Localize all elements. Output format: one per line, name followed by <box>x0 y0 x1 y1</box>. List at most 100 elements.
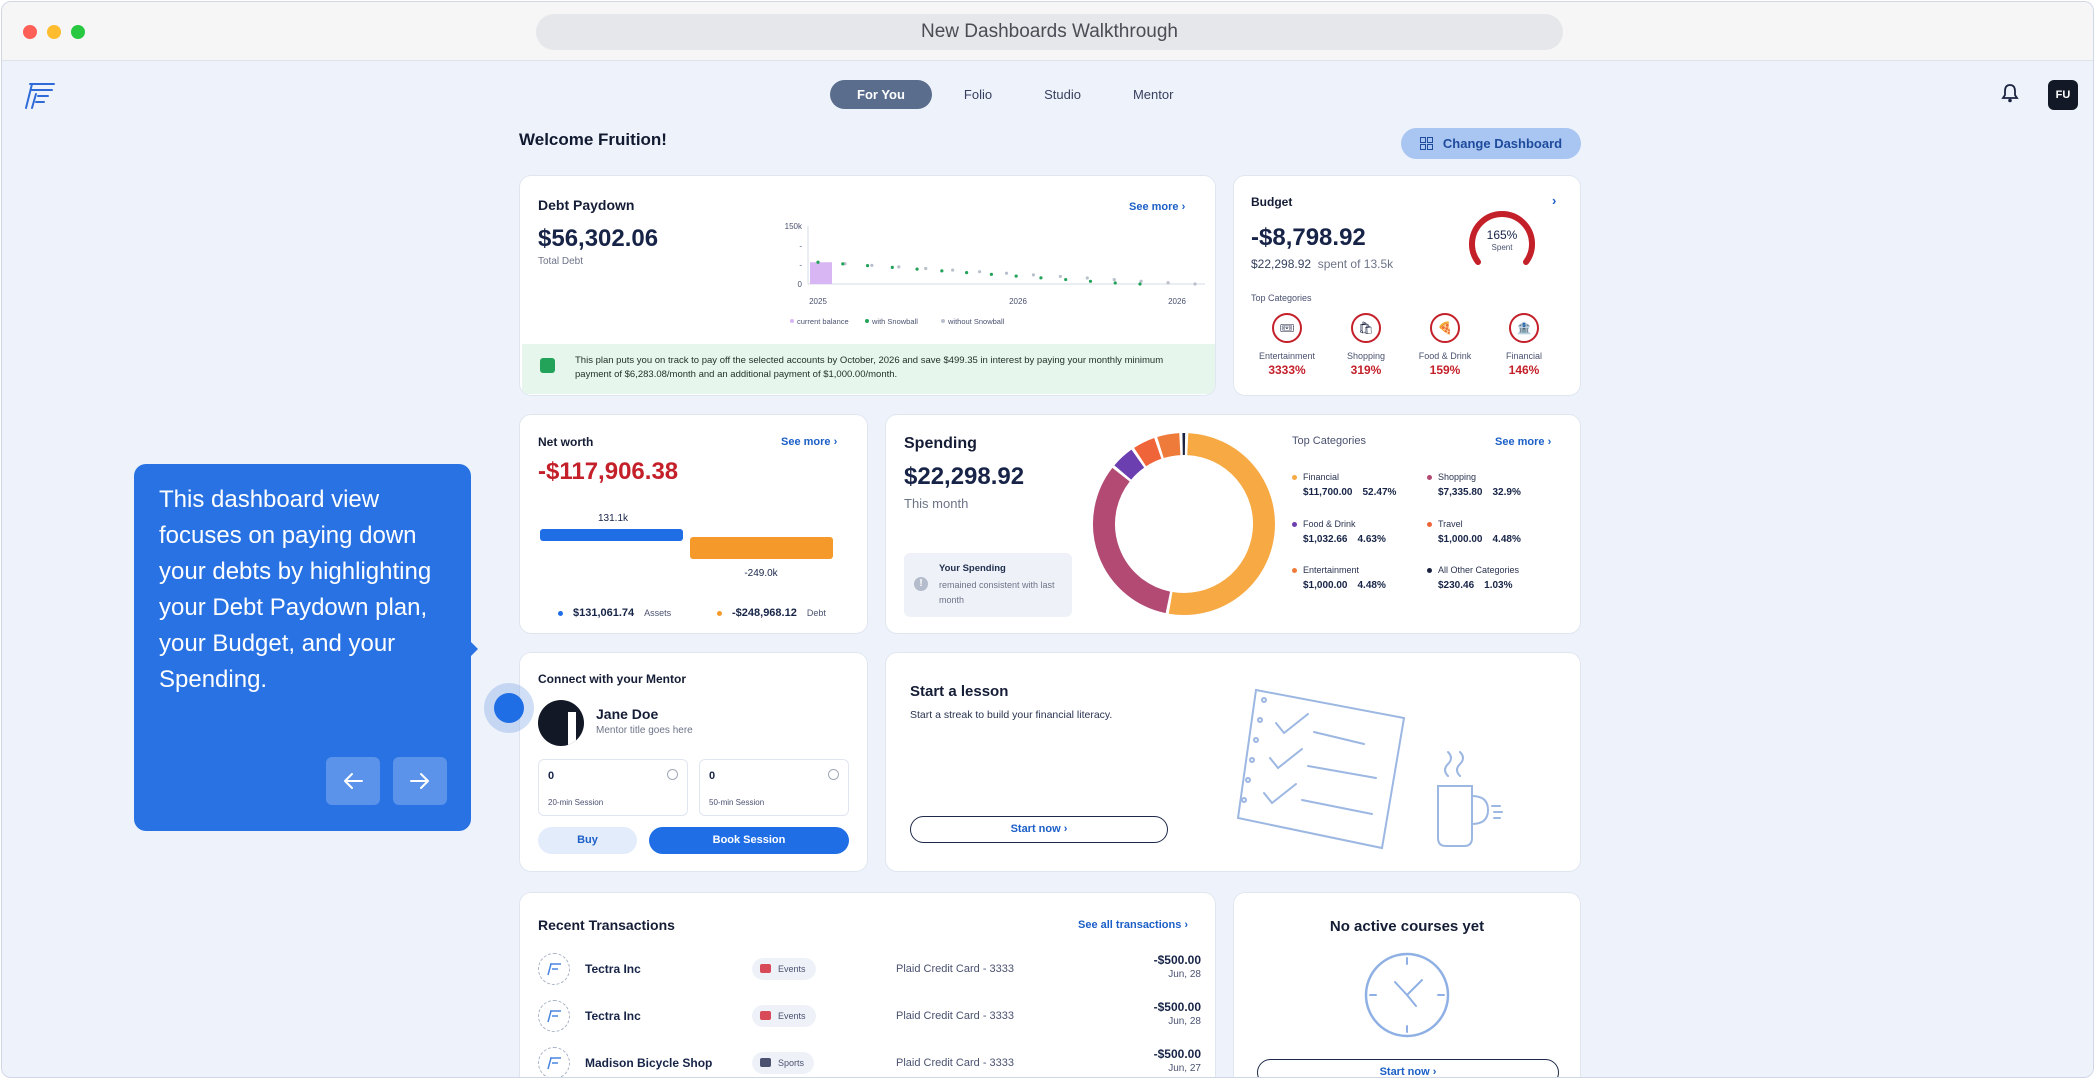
title-bar: New Dashboards Walkthrough <box>2 2 2093 61</box>
lesson-start-now-button[interactable]: Start now › <box>910 816 1168 843</box>
budget-category-financial[interactable]: 🏦 Financial 146% <box>1489 313 1559 377</box>
spending-see-more-link[interactable]: See more › <box>1495 436 1551 448</box>
courses-card: No active courses yet Start now › <box>1233 892 1581 1078</box>
change-dashboard-button[interactable]: Change Dashboard <box>1401 128 1581 159</box>
bell-icon[interactable] <box>2000 82 2020 104</box>
budget-spent: $22,298.92 spent of 13.5k <box>1251 257 1393 271</box>
session-label: 20-min Session <box>548 798 604 807</box>
assets-label: Assets <box>644 608 672 618</box>
minimize-window-button[interactable] <box>47 25 61 39</box>
chevron-right-icon[interactable]: › <box>1552 193 1557 208</box>
budget-category-food-drink[interactable]: 🍕 Food & Drink 159% <box>1410 313 1480 377</box>
category-name: Financial <box>1505 351 1543 361</box>
book-session-button[interactable]: Book Session <box>649 827 849 854</box>
fruition-logo-icon <box>547 1057 561 1070</box>
category-tag: Sports <box>752 1052 815 1074</box>
merchant-logo-icon <box>538 1000 570 1032</box>
lesson-subtitle: Start a streak to build your financial l… <box>910 709 1113 721</box>
session-50-min[interactable]: 0 50-min Session <box>699 759 849 816</box>
category-pct: 1.03% <box>1484 580 1513 591</box>
tab-mentor[interactable]: Mentor <box>1132 87 1174 102</box>
window-title: New Dashboards Walkthrough <box>536 14 1563 50</box>
tooltip-arrow <box>471 642 478 656</box>
category-pct: 4.48% <box>1357 580 1386 591</box>
wallet-icon <box>540 358 555 373</box>
courses-start-now-label: Start now <box>1379 1066 1430 1078</box>
debt-label: Debt <box>806 608 826 618</box>
debt-see-more-link[interactable]: See more › <box>1129 201 1185 213</box>
spending-category-other[interactable]: All Other Categories $230.46 1.03% <box>1427 565 1557 591</box>
series-point <box>924 266 928 271</box>
close-window-button[interactable] <box>23 25 37 39</box>
series-point <box>1014 274 1018 278</box>
category-pct: 146% <box>1508 363 1540 377</box>
tab-studio[interactable]: Studio <box>1044 87 1081 102</box>
tab-folio[interactable]: Folio <box>963 87 993 102</box>
spending-category-food-drink[interactable]: Food & Drink $1,032.66 4.63% <box>1292 519 1422 545</box>
merchant-name: Tectra Inc <box>585 1009 641 1023</box>
fruition-logo-icon <box>547 963 561 976</box>
spending-note-text: remained consistent with last month <box>939 580 1055 605</box>
budget-amount: -$8,798.92 <box>1251 224 1366 251</box>
next-step-button[interactable] <box>393 757 447 805</box>
see-all-transactions-link[interactable]: See all transactions › <box>1078 919 1188 931</box>
legend-dot <box>1292 521 1297 527</box>
walkthrough-beacon[interactable] <box>484 683 534 733</box>
chevron-right-icon: › <box>1181 201 1186 213</box>
change-dashboard-label: Change Dashboard <box>1442 136 1563 151</box>
table-row[interactable]: Madison Bicycle Shop Sports Plaid Credit… <box>520 1043 1217 1077</box>
legend-label: without Snowball <box>947 317 1005 326</box>
account-name: Plaid Credit Card - 3333 <box>896 1057 1015 1069</box>
merchant-logo-icon <box>538 953 570 985</box>
assets-dot <box>558 610 563 616</box>
spending-category-shopping[interactable]: Shopping $7,335.80 32.9% <box>1427 472 1557 498</box>
spending-category-travel[interactable]: Travel $1,000.00 4.48% <box>1427 519 1557 545</box>
user-avatar[interactable]: FU <box>2048 80 2078 110</box>
maximize-window-button[interactable] <box>71 25 85 39</box>
session-20-min[interactable]: 0 20-min Session <box>538 759 688 816</box>
series-point <box>870 263 874 267</box>
debt-see-more-label: See more <box>1129 201 1179 213</box>
donut-slice <box>1168 433 1275 615</box>
category-pct: 32.9% <box>1492 487 1521 498</box>
spending-title: Spending <box>904 435 977 452</box>
merchant-name: Tectra Inc <box>585 962 641 976</box>
category-pct: 319% <box>1350 363 1382 377</box>
series-point <box>989 272 993 276</box>
spending-note: ! Your Spending remained consistent with… <box>904 553 1072 617</box>
fruition-logo[interactable] <box>22 80 56 112</box>
budget-spent-amount: $22,298.92 <box>1251 257 1312 271</box>
legend-dot <box>790 319 794 323</box>
spending-donut-chart <box>1093 433 1275 615</box>
spending-category-financial[interactable]: Financial $11,700.00 52.47% <box>1292 472 1422 498</box>
series-point <box>1166 281 1170 285</box>
clock-icon <box>667 769 678 780</box>
info-icon: ! <box>914 577 928 591</box>
budget-category-shopping[interactable]: 🛍 Shopping 319% <box>1331 313 1401 377</box>
shopping-bag-icon: 🛍 <box>1351 313 1381 343</box>
series-point <box>1193 282 1197 286</box>
spending-see-more-label: See more <box>1495 436 1545 448</box>
donut-slice <box>1134 438 1162 467</box>
category-pct: 3333% <box>1268 363 1306 377</box>
spending-category-entertainment[interactable]: Entertainment $1,000.00 4.48% <box>1292 565 1422 591</box>
ticket-icon: 🎟 <box>1272 313 1302 343</box>
courses-start-now-button[interactable]: Start now › <box>1257 1059 1559 1078</box>
legend-dot <box>1427 521 1432 527</box>
spending-period: This month <box>904 496 969 511</box>
buy-button[interactable]: Buy <box>538 827 637 854</box>
net-worth-see-more-link[interactable]: See more › <box>781 436 837 448</box>
budget-category-entertainment[interactable]: 🎟 Entertainment 3333% <box>1252 313 1322 377</box>
merchant-logo-icon <box>538 1047 570 1077</box>
clock-illustration <box>1364 952 1450 1038</box>
series-point <box>1085 276 1089 280</box>
previous-step-button[interactable] <box>326 757 380 805</box>
mentor-card: Connect with your Mentor Jane Doe Mentor… <box>519 652 868 872</box>
series-point <box>915 267 919 271</box>
table-row[interactable]: Tectra Inc Events Plaid Credit Card - 33… <box>520 949 1217 989</box>
table-row[interactable]: Tectra Inc Events Plaid Credit Card - 33… <box>520 996 1217 1036</box>
donut-slice <box>1114 449 1145 480</box>
courses-title: No active courses yet <box>1329 918 1485 935</box>
tab-for-you[interactable]: For You <box>830 80 932 109</box>
